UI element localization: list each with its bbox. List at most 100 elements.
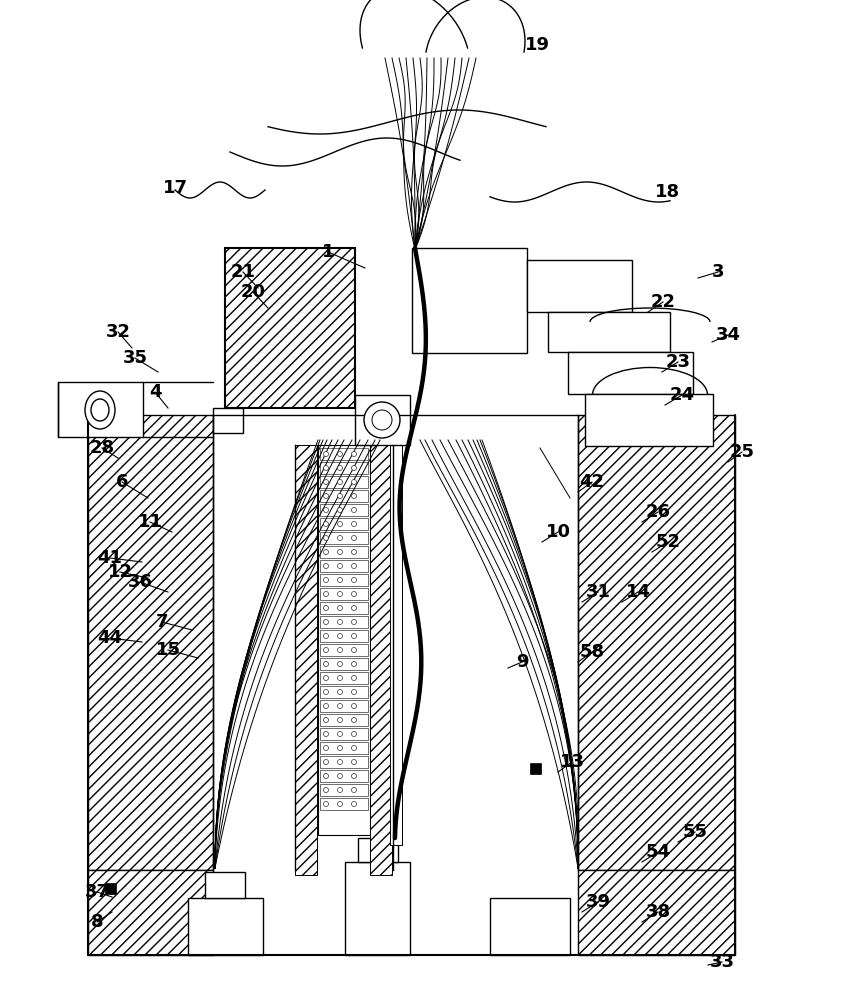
Bar (319, 518, 368, 530)
Bar (319, 462, 368, 474)
Bar (319, 714, 368, 726)
Circle shape (351, 619, 356, 624)
Circle shape (351, 648, 356, 652)
Circle shape (338, 605, 342, 610)
Circle shape (323, 452, 328, 456)
Circle shape (338, 466, 342, 471)
Circle shape (351, 508, 356, 512)
Circle shape (323, 760, 328, 764)
Text: 25: 25 (728, 443, 753, 461)
Text: 11: 11 (138, 513, 163, 531)
Text: 19: 19 (523, 36, 548, 54)
Bar (319, 546, 368, 558)
Circle shape (323, 536, 328, 540)
Bar (58, 382, 143, 437)
Bar (319, 672, 368, 684)
Circle shape (338, 508, 342, 512)
Circle shape (323, 605, 328, 610)
Circle shape (351, 522, 356, 526)
Circle shape (351, 760, 356, 764)
Text: 9: 9 (515, 653, 528, 671)
Circle shape (323, 704, 328, 708)
Circle shape (338, 774, 342, 778)
Circle shape (338, 591, 342, 596)
Circle shape (323, 493, 328, 498)
Circle shape (323, 564, 328, 568)
Circle shape (338, 452, 342, 456)
Text: 8: 8 (90, 913, 103, 931)
Text: 39: 39 (585, 893, 610, 911)
Circle shape (323, 578, 328, 582)
Circle shape (351, 493, 356, 498)
Text: 12: 12 (108, 563, 133, 581)
Circle shape (323, 745, 328, 750)
Bar (213, 408, 243, 433)
Bar (319, 476, 368, 488)
Bar (578, 870, 734, 955)
Text: 42: 42 (579, 473, 604, 491)
Circle shape (338, 564, 342, 568)
Text: 58: 58 (579, 643, 604, 661)
Circle shape (351, 452, 356, 456)
Bar (389, 445, 401, 845)
Circle shape (338, 704, 342, 708)
Circle shape (323, 480, 328, 485)
Text: 13: 13 (559, 753, 584, 771)
Text: 20: 20 (240, 283, 265, 301)
Circle shape (338, 634, 342, 638)
Text: 23: 23 (665, 353, 690, 371)
Text: 34: 34 (715, 326, 740, 344)
Text: 26: 26 (645, 503, 670, 521)
Text: 24: 24 (669, 386, 694, 404)
Bar (319, 686, 368, 698)
Circle shape (351, 634, 356, 638)
Bar (188, 898, 263, 955)
Bar (88, 415, 213, 870)
Bar (318, 445, 369, 835)
Circle shape (351, 801, 356, 806)
Text: 35: 35 (122, 349, 147, 367)
Circle shape (338, 760, 342, 764)
Circle shape (351, 564, 356, 568)
Bar (319, 770, 368, 782)
Bar (319, 798, 368, 810)
Text: 33: 33 (709, 953, 734, 971)
Circle shape (338, 690, 342, 694)
Circle shape (351, 745, 356, 750)
Bar (355, 395, 410, 445)
Bar (88, 870, 213, 955)
Text: 22: 22 (650, 293, 675, 311)
Circle shape (351, 774, 356, 778)
Bar (319, 756, 368, 768)
Bar (319, 560, 368, 572)
Circle shape (323, 801, 328, 806)
Circle shape (351, 788, 356, 792)
Text: 28: 28 (90, 439, 115, 457)
Circle shape (323, 676, 328, 680)
Text: 7: 7 (156, 613, 168, 631)
Bar (319, 602, 368, 614)
Circle shape (338, 788, 342, 792)
Circle shape (351, 662, 356, 666)
Bar (319, 490, 368, 502)
Circle shape (338, 648, 342, 652)
Bar (578, 415, 734, 870)
Circle shape (338, 731, 342, 736)
Bar (319, 630, 368, 642)
Bar (319, 784, 368, 796)
Circle shape (338, 480, 342, 485)
Text: 3: 3 (711, 263, 723, 281)
Circle shape (338, 676, 342, 680)
Bar (526, 260, 631, 312)
Text: 1: 1 (321, 243, 334, 261)
Circle shape (351, 731, 356, 736)
Text: 15: 15 (155, 641, 180, 659)
Text: 18: 18 (654, 183, 680, 201)
Circle shape (323, 466, 328, 471)
Text: 14: 14 (625, 583, 650, 601)
Bar (294, 445, 317, 875)
Circle shape (323, 619, 328, 624)
Circle shape (351, 536, 356, 540)
Text: 55: 55 (682, 823, 707, 841)
Ellipse shape (91, 399, 108, 421)
